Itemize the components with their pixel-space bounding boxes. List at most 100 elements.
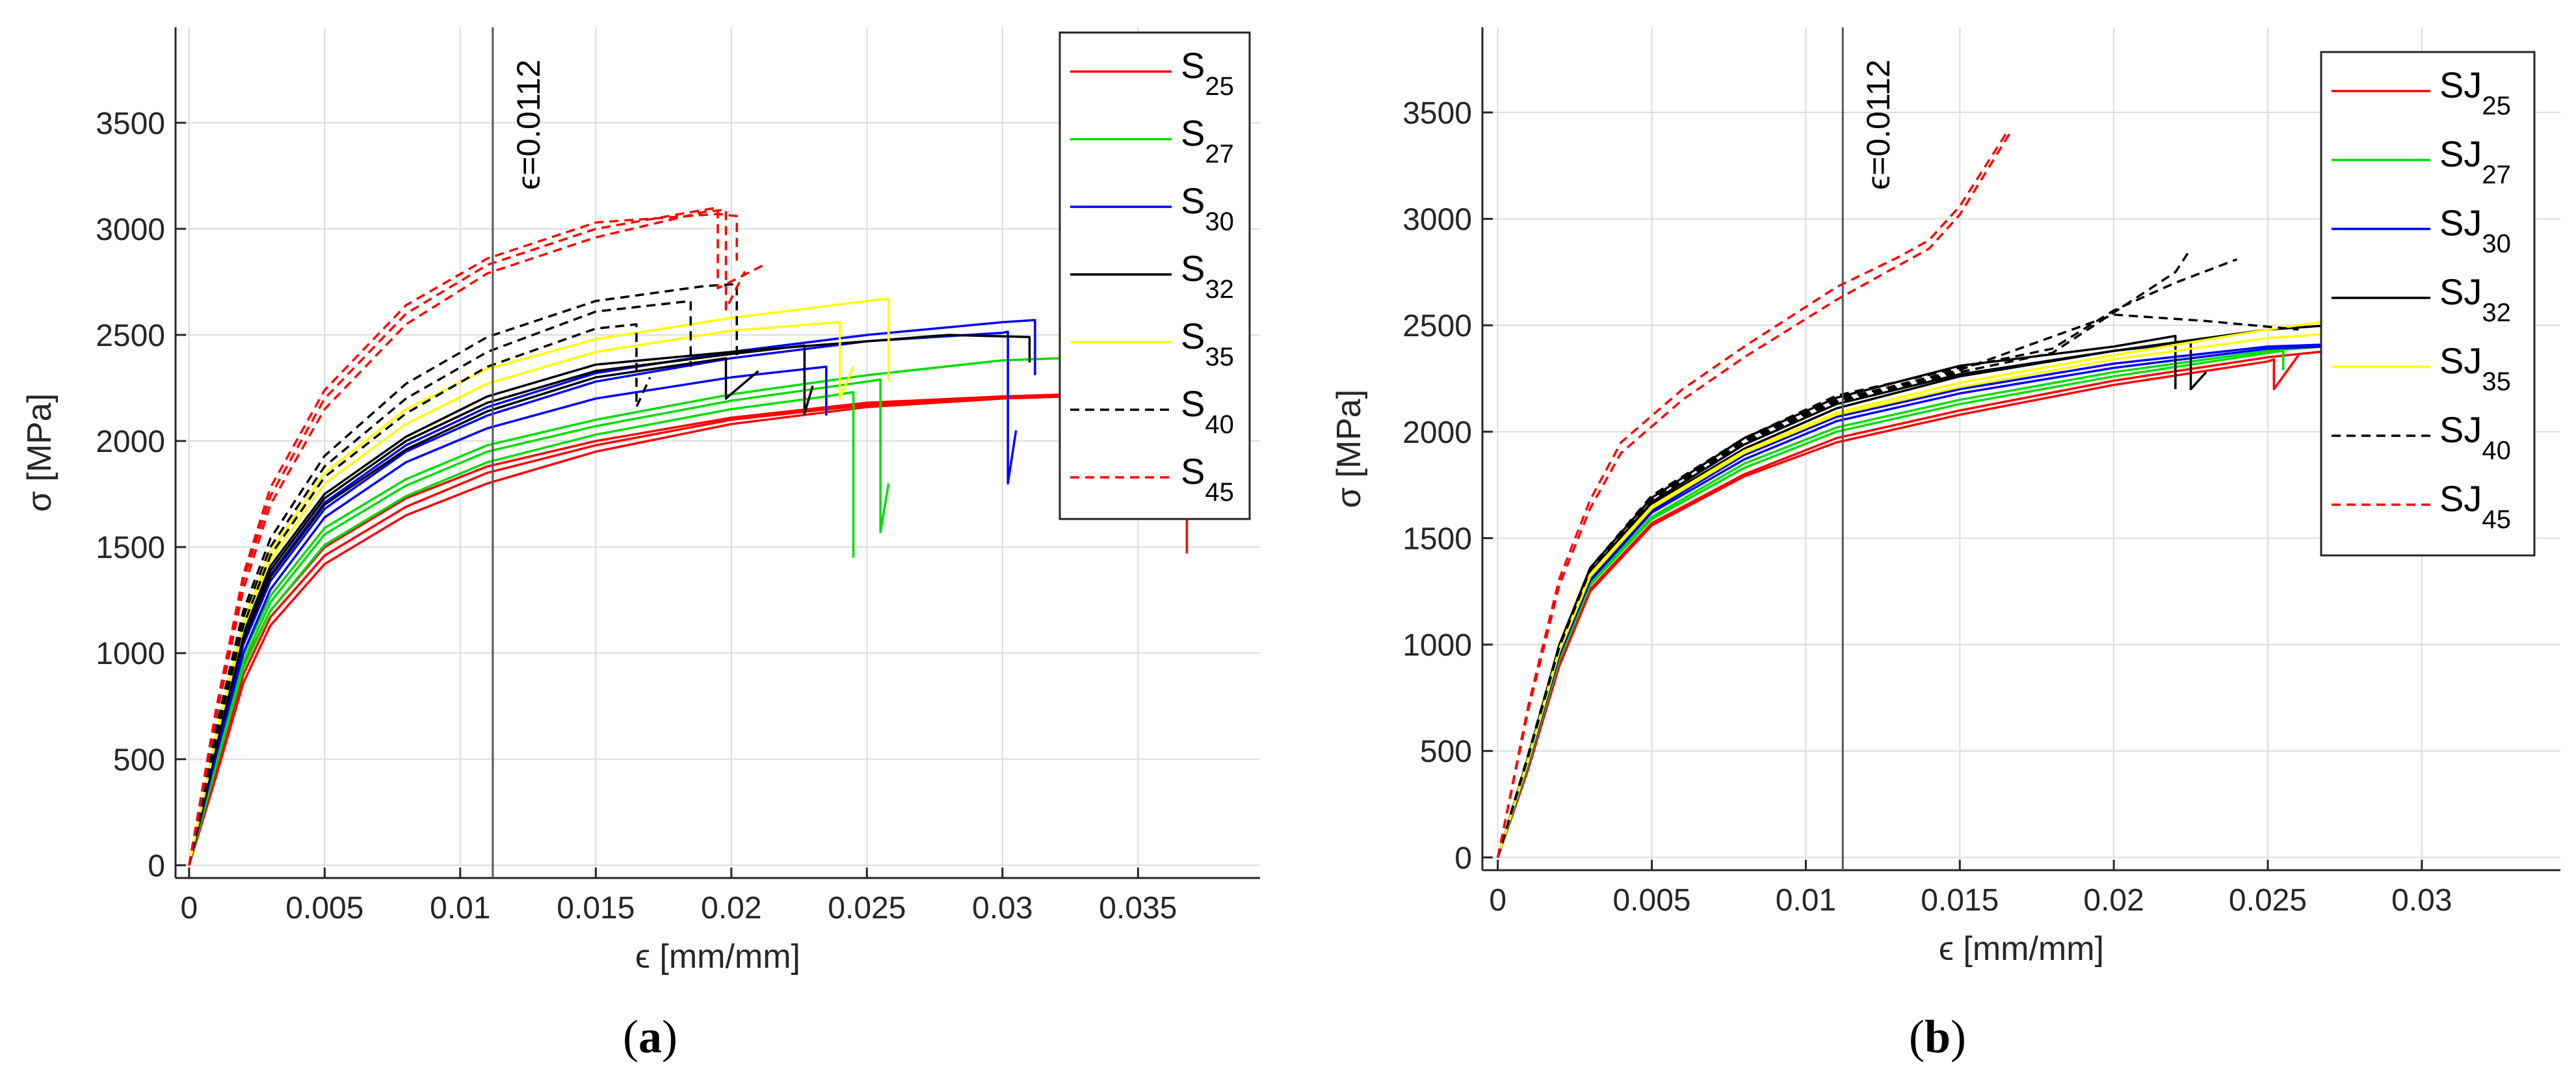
- y-axis-label: σ [MPa]: [1330, 390, 1368, 508]
- series-s30-curve-1: [188, 366, 828, 866]
- legend-label-sj27: SJ27: [2439, 133, 2511, 189]
- y-tick-label: 1000: [96, 637, 165, 671]
- legend-name: SJ: [2439, 64, 2482, 105]
- y-tick-label: 0: [1454, 841, 1472, 875]
- x-axis-label: ϵ [mm/mm]: [1939, 930, 2104, 968]
- legend-subscript: 45: [2482, 505, 2511, 534]
- legend-name: S: [1181, 45, 1205, 86]
- legend-label-sj25: SJ25: [2439, 64, 2511, 120]
- series-sj25-curve-1: [1497, 354, 2300, 858]
- legend-label-sj35: SJ35: [2439, 340, 2511, 396]
- legend-label-sj45: SJ45: [2439, 478, 2511, 534]
- series-s40-curve-2: [188, 300, 692, 866]
- plot-area: [188, 206, 1220, 866]
- x-tick-label: 0.02: [2083, 883, 2144, 918]
- x-axis-label: ϵ [mm/mm]: [635, 938, 800, 976]
- legend-box: [2320, 51, 2536, 557]
- reference-line-label: ϵ=0.0112: [1860, 59, 1897, 190]
- x-tick-label: 0.035: [1099, 891, 1177, 925]
- series-sj32-curve-3: [1497, 324, 2330, 858]
- legend-name: S: [1181, 113, 1205, 153]
- y-tick-label: 3000: [96, 213, 165, 247]
- panel-a-chart: 0 0.005 0.01 0.015 0.02 0.025 0.03 0.035 0 500 100…: [21, 27, 1260, 1063]
- y-tick-label: 3000: [1402, 203, 1472, 237]
- y-tick-label: 500: [113, 743, 165, 777]
- x-tick-label: 0.02: [701, 891, 761, 925]
- series-s45-curve-2: [188, 206, 765, 866]
- y-tick-label: 2000: [1402, 416, 1472, 450]
- legend-name: SJ: [2439, 340, 2482, 381]
- caption-open: (: [1909, 1011, 1925, 1063]
- legend-subscript: 32: [1205, 275, 1234, 304]
- series-s40-curve-1: [188, 323, 651, 866]
- y-axis-label: σ [MPa]: [21, 393, 59, 512]
- panel-caption: (b): [1909, 1011, 1966, 1063]
- x-tick-label: 0.025: [2229, 883, 2307, 918]
- series-s40-curve-3: [188, 282, 738, 866]
- legend-name: S: [1181, 383, 1205, 424]
- legend-subscript: 30: [1205, 207, 1234, 236]
- y-tick-label: 3500: [96, 107, 165, 141]
- series-sj25-curve-2: [1497, 349, 2331, 858]
- legend-label-s32: S32: [1181, 248, 1234, 304]
- caption-open: (: [623, 1011, 638, 1063]
- legend-label-s35: S35: [1181, 315, 1234, 371]
- series-s32-curve-1: [188, 357, 759, 866]
- series-s45-curve-1: [188, 208, 746, 866]
- series-sj35-curve-2: [1497, 319, 2330, 858]
- legend-label-s45: S45: [1181, 451, 1234, 507]
- legend-label-s40: S40: [1181, 383, 1234, 439]
- caption-letter: b: [1925, 1011, 1951, 1063]
- y-tick-label: 1000: [1402, 628, 1472, 663]
- x-tick-label: 0.03: [2391, 883, 2452, 918]
- y-tick-label: 500: [1420, 735, 1472, 769]
- y-tick-label: 2500: [96, 319, 165, 353]
- x-tick-label: 0.015: [1921, 883, 1999, 918]
- series-sj35-curve-1: [1497, 332, 2330, 858]
- x-tick-label: 0.03: [972, 891, 1032, 925]
- legend-name: S: [1181, 315, 1205, 356]
- panel-b-chart: 0 0.005 0.01 0.015 0.02 0.025 0.03 0 500 1000 1500…: [1330, 27, 2560, 1063]
- caption-close: ): [662, 1011, 677, 1063]
- series-sj40-curve-3: [1497, 313, 2299, 858]
- legend-subscript: 45: [1205, 478, 1234, 507]
- x-tick-label: 0.01: [1776, 883, 1836, 918]
- legend-subscript: 40: [1205, 410, 1234, 439]
- legend-box: [1058, 31, 1251, 520]
- series-sj45-curve-2: [1496, 133, 2007, 858]
- legend-subscript: 32: [2482, 299, 2511, 327]
- legend-label-s25: S25: [1181, 45, 1234, 101]
- reference-line-label: ϵ=0.0112: [510, 59, 547, 190]
- series-s25-curve-1: [188, 392, 1189, 866]
- x-tick-label: 0: [1489, 883, 1506, 918]
- panel-caption: (a): [623, 1011, 677, 1063]
- legend-name: S: [1181, 451, 1205, 492]
- legend-subscript: 35: [2482, 367, 2511, 396]
- y-tick-label: 2000: [96, 425, 165, 459]
- legend-subscript: 30: [2482, 230, 2511, 258]
- series-s45-curve-3: [188, 213, 738, 866]
- legend-name: SJ: [2439, 133, 2482, 174]
- legend-name: SJ: [2439, 202, 2482, 243]
- series-sj45-curve-1: [1496, 129, 2014, 858]
- plot-area: [1496, 129, 2331, 858]
- legend-subscript: 40: [2482, 436, 2511, 465]
- legend-name: SJ: [2439, 271, 2482, 312]
- series-s27-curve-1: [188, 391, 855, 866]
- legend-label-s27: S27: [1181, 113, 1234, 168]
- x-tick-label: 0.015: [557, 891, 635, 925]
- series-sj32-curve-1: [1497, 341, 2207, 858]
- series-sj27-curve-2: [1497, 345, 2324, 858]
- y-tick-label: 3500: [1402, 96, 1472, 131]
- series-s30-curve-2: [188, 330, 1018, 866]
- legend-label-sj40: SJ40: [2439, 409, 2511, 465]
- x-tick-label: 0.005: [285, 891, 363, 925]
- caption-close: ): [1951, 1011, 1966, 1063]
- x-tick-label: 0.025: [828, 891, 906, 925]
- series-s27-curve-3: [188, 357, 1062, 866]
- legend-name: SJ: [2439, 478, 2482, 519]
- y-tick-label: 1500: [1402, 522, 1472, 556]
- x-tick-label: 0.01: [430, 891, 490, 925]
- legend-label-sj30: SJ30: [2439, 202, 2511, 258]
